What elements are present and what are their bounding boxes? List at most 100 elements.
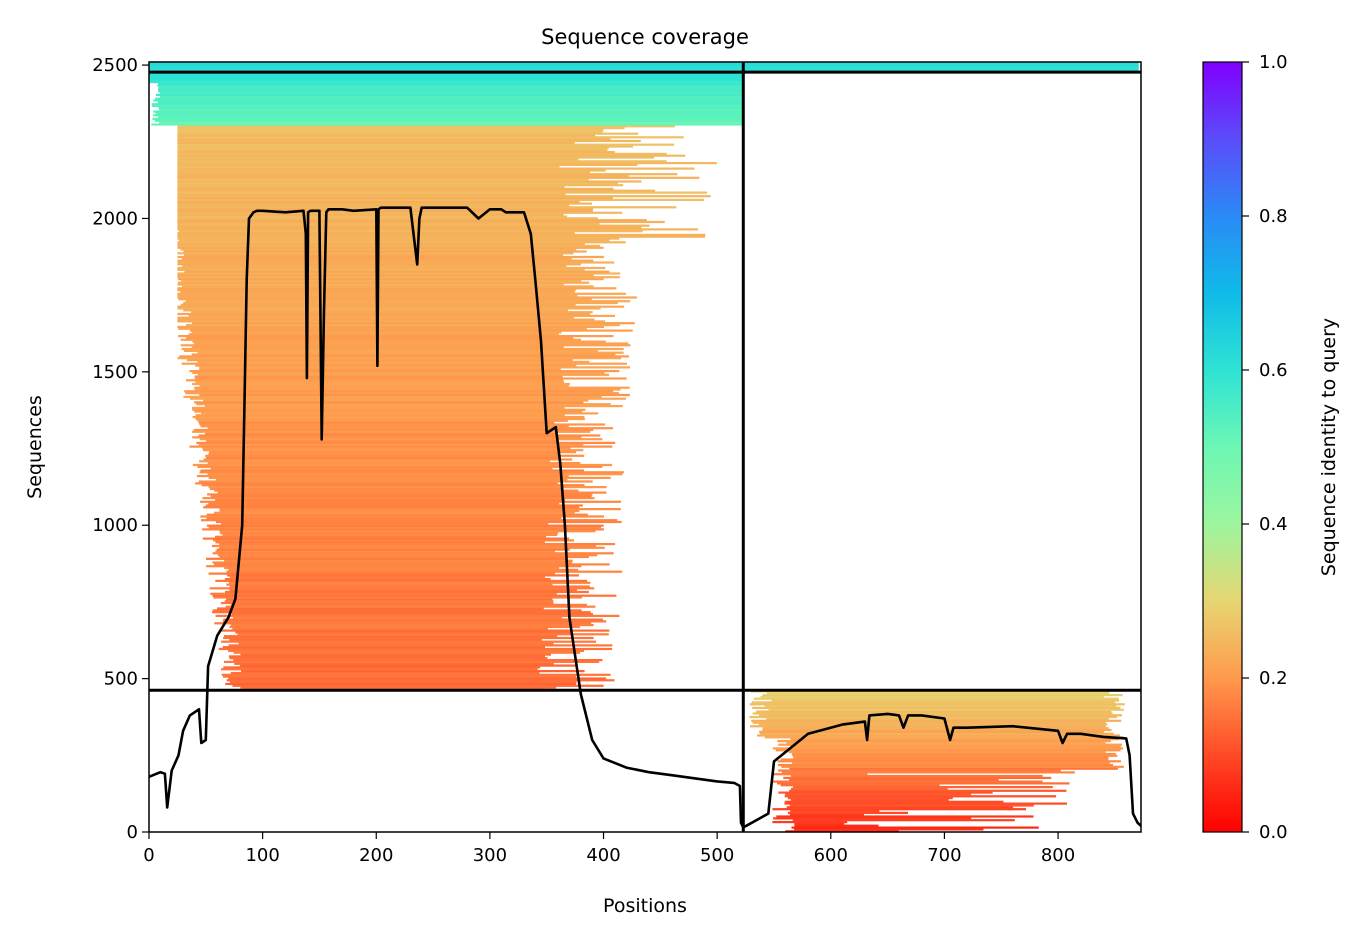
heatmap-row [771,780,1043,783]
heatmap-row [223,618,604,621]
heatmap-row [744,66,1139,69]
heatmap-row [177,178,589,181]
heatmap-row [177,222,600,225]
heatmap-row [749,703,1125,706]
heatmap-row [193,428,594,432]
heatmap-row [198,443,584,446]
heatmap-row [215,541,545,544]
heatmap-row [154,119,743,122]
heatmap-row [152,117,743,120]
heatmap-row [209,487,562,490]
heatmap-row [183,349,599,352]
heatmap-row [186,379,564,382]
chart-title: Sequence coverage [541,25,749,49]
heatmap-row [206,439,557,443]
heatmap-row [149,73,743,76]
y-tick-label: 2000 [92,208,138,229]
heatmap-row [192,340,606,343]
heatmap-row [221,673,611,676]
heatmap-row [212,611,591,614]
heatmap-row [177,154,686,157]
heatmap-row [192,430,591,433]
heatmap-row [178,239,610,242]
heatmap-row [177,259,594,262]
heatmap-row [752,721,1106,724]
heatmap-row [192,416,585,419]
heatmap-row [159,121,743,124]
heatmap-row [788,751,1106,754]
heatmap-row [222,620,607,623]
heatmap-row [219,508,621,511]
heatmap-row [151,123,743,126]
heatmap-row [177,193,566,196]
heatmap-row [752,712,1113,715]
heatmap-row [177,281,590,284]
heatmap-row [185,392,619,395]
heatmap-row [177,127,625,130]
heatmap-row [226,583,553,586]
heatmap-row [177,246,604,249]
heatmap-row [152,104,743,108]
heatmap-row [195,364,577,367]
heatmap-row [177,217,598,220]
colorbar-tick-label: 0.6 [1259,360,1288,381]
heatmap-row [791,752,1116,756]
heatmap-row [177,156,654,159]
heatmap-row [786,806,1014,809]
heatmap-row [149,66,743,69]
heatmap-row [783,776,1052,779]
heatmap-row [199,460,551,463]
heatmap-row [177,176,700,179]
heatmap-row [219,629,610,632]
heatmap-row [177,187,614,190]
heatmap-row [788,797,953,800]
heatmap-row [200,519,618,522]
colorbar-ticks: 0.0 0.2 0.4 0.6 0.8 1.0 [1242,52,1288,843]
heatmap-row [177,191,707,194]
heatmap-row [773,773,868,776]
y-tick-label: 1500 [92,362,138,383]
y-tick-label: 1000 [92,515,138,536]
heatmap-row [186,324,620,327]
x-tick-label: 800 [1041,845,1075,866]
heatmap-row [230,671,540,675]
heatmap-row [229,625,580,628]
heatmap-row [194,377,627,380]
heatmap-row [196,403,611,406]
heatmap-row [203,506,580,509]
heatmap-row [784,800,1004,803]
heatmap-row [159,108,743,111]
heatmap-row [762,728,1112,732]
heatmap-row [792,786,1053,789]
heatmap-row [205,504,583,507]
heatmap-row [238,642,554,645]
heatmap-row [214,563,610,566]
heatmap-row [197,351,624,354]
heatmap-row [207,493,593,496]
heatmap-row [790,745,1121,748]
heatmap-row [217,491,607,494]
heatmap-row [177,134,596,137]
colorbar-gradient [1202,61,1243,833]
heatmap-row [188,314,615,317]
heatmap-row [752,706,1121,709]
heatmap-row [219,532,559,535]
heatmap-row [177,152,667,155]
heatmap-row [224,578,551,581]
heatmap-row [157,84,743,87]
heatmap-row [758,723,1108,726]
x-axis: 0 100 200 300 400 500 600 700 800 [143,832,1075,866]
heatmap-row [190,397,626,400]
heatmap-row [794,824,879,827]
heatmap-row [177,158,579,161]
heatmap-row [192,463,613,467]
heatmap-row [177,184,624,187]
heatmap-row [182,285,594,288]
heatmap-row [240,653,551,656]
heatmap-row [791,826,1039,829]
heatmap-row [219,546,605,549]
heatmap-row [149,77,743,80]
heatmap-row [198,421,555,424]
heatmap-row [208,526,601,529]
heatmap-row [792,754,1118,757]
